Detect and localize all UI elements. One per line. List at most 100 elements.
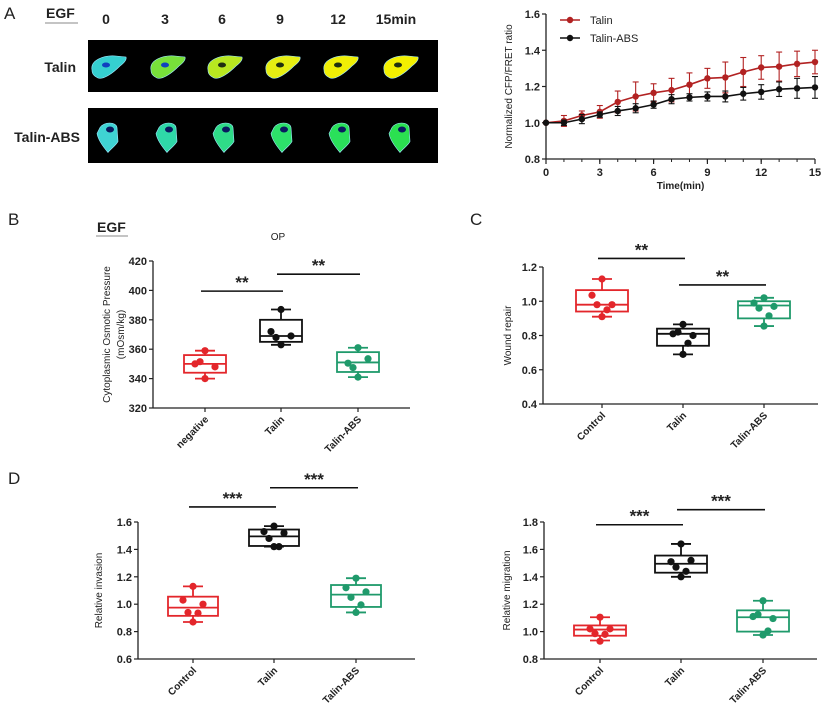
- data-point: [758, 64, 765, 71]
- cell-image: [150, 55, 186, 79]
- y-tick-label: 1.6: [525, 9, 540, 21]
- data-point: [677, 573, 685, 581]
- cell-nucleus: [398, 126, 406, 133]
- legend-marker: [566, 16, 574, 24]
- series-line-talin-abs: [546, 86, 816, 124]
- data-point: [650, 89, 657, 97]
- cell-nucleus: [338, 126, 346, 133]
- data-point: [687, 556, 695, 564]
- cell-image: [96, 122, 119, 153]
- data-point: [632, 105, 639, 112]
- data-point: [211, 363, 219, 371]
- y-tick-label: 1.4: [525, 45, 541, 57]
- legend-label: Talin-ABS: [590, 33, 638, 45]
- data-point: [189, 582, 197, 590]
- y-tick-label: 400: [129, 285, 147, 297]
- cell-nucleus: [106, 126, 114, 133]
- x-tick-label: 15: [809, 167, 821, 179]
- cell-nucleus: [394, 62, 402, 68]
- data-point: [722, 74, 729, 81]
- significance-stars: **: [716, 267, 730, 286]
- cell-shape: [207, 55, 243, 79]
- box: [167, 595, 219, 617]
- data-point: [588, 291, 596, 299]
- image-strip: [88, 108, 438, 163]
- data-point: [689, 331, 697, 340]
- box: [736, 609, 790, 633]
- data-point: [354, 373, 362, 381]
- category-label: Talin-ABS: [323, 414, 364, 455]
- data-point: [194, 609, 202, 617]
- data-point: [679, 350, 687, 358]
- y-tick-label: 0.6: [522, 365, 537, 377]
- time-label: 3: [161, 11, 169, 27]
- y-tick-label: 360: [129, 344, 147, 356]
- time-label: 9: [276, 11, 284, 27]
- data-point: [759, 597, 767, 605]
- data-point: [357, 601, 365, 609]
- time-label: 0: [102, 11, 110, 27]
- data-point: [704, 75, 711, 82]
- data-point: [287, 332, 295, 340]
- panel-label-a: A: [4, 4, 16, 23]
- data-point: [668, 86, 675, 94]
- significance-stars: **: [635, 240, 649, 259]
- x-tick-label: 6: [651, 167, 657, 179]
- box: [656, 327, 710, 347]
- data-point: [758, 88, 765, 96]
- data-point: [364, 355, 372, 363]
- data-point: [686, 94, 693, 101]
- category-label: Talin-ABS: [728, 665, 769, 705]
- data-point: [179, 596, 187, 604]
- cell-nucleus: [222, 126, 230, 133]
- data-point: [265, 534, 273, 543]
- data-point: [586, 625, 594, 633]
- cell-image: [323, 55, 359, 79]
- category-label: negative: [175, 414, 212, 451]
- data-point: [754, 610, 762, 619]
- data-point: [769, 614, 777, 623]
- data-point: [677, 540, 685, 548]
- time-label: 12: [330, 11, 346, 27]
- data-point: [593, 301, 601, 309]
- box: [737, 300, 791, 320]
- y-tick-label: 1.4: [523, 572, 539, 584]
- y-tick-label: 380: [129, 315, 147, 327]
- data-point: [578, 115, 586, 123]
- y-tick-label: 1.6: [117, 517, 132, 529]
- data-point: [349, 363, 357, 372]
- data-point: [770, 302, 778, 310]
- data-point: [196, 358, 204, 366]
- y-axis-label: Cytoplasmic Osmotic Pressure: [102, 266, 113, 403]
- y-tick-label: 1.2: [117, 572, 132, 584]
- cell-image: [383, 55, 419, 79]
- data-point: [342, 584, 350, 592]
- panel-label-c: C: [470, 210, 482, 229]
- cell-nucleus: [334, 62, 342, 68]
- data-point: [280, 529, 288, 537]
- y-tick-label: 1.4: [117, 544, 133, 556]
- data-point: [740, 68, 747, 76]
- cell-nucleus: [280, 126, 288, 133]
- data-point: [760, 322, 768, 330]
- significance-stars: **: [312, 256, 326, 275]
- category-label: Talin: [256, 665, 280, 689]
- y-axis-label: Relative migration: [502, 550, 513, 630]
- significance-stars: ***: [630, 507, 650, 526]
- y-tick-label: 1.0: [117, 599, 132, 611]
- significance-stars: ***: [304, 470, 324, 489]
- egf-label-b: EGF: [97, 219, 126, 235]
- y-tick-label: 420: [129, 256, 147, 268]
- data-point: [201, 375, 209, 383]
- significance-stars: ***: [711, 492, 731, 511]
- chart-title: OP: [271, 232, 286, 243]
- legend-marker: [566, 34, 574, 42]
- category-label: Talin: [665, 410, 689, 434]
- data-point: [596, 111, 603, 118]
- category-label: Talin-ABS: [321, 665, 362, 705]
- data-point: [362, 588, 370, 596]
- y-tick-label: 1.2: [525, 82, 540, 94]
- data-point: [793, 60, 801, 68]
- data-point: [347, 593, 355, 601]
